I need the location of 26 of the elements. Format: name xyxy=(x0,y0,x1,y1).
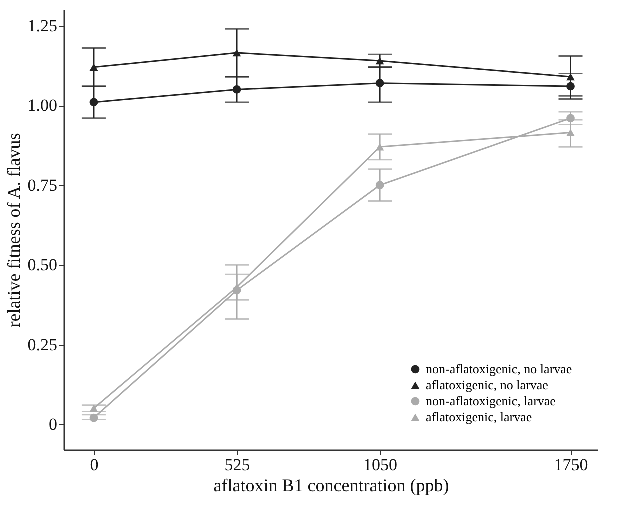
x-tick-label: 0 xyxy=(90,456,99,474)
legend-label: aflatoxigenic, larvae xyxy=(426,410,532,424)
point xyxy=(90,98,98,107)
point xyxy=(90,64,98,72)
y-tick-label: 0.50 xyxy=(28,256,58,275)
x-axis-title: aflatoxin B1 concentration (ppb) xyxy=(214,476,450,496)
legend-label: aflatoxigenic, no larvae xyxy=(426,378,549,392)
point xyxy=(90,414,98,422)
legend-label: non-aflatoxigenic, no larvae xyxy=(426,362,572,376)
y-tick-label: 0.75 xyxy=(28,176,58,195)
y-axis-title: relative fitness of A. flavus xyxy=(4,133,24,328)
x-tick-label: 1050 xyxy=(364,456,398,474)
point xyxy=(376,79,384,88)
y-tick-label: 1.25 xyxy=(28,16,58,36)
x-tick-label: 1750 xyxy=(554,456,588,474)
y-tick-label: 0 xyxy=(49,414,58,434)
point xyxy=(232,49,242,57)
point xyxy=(376,181,384,190)
point xyxy=(376,57,384,65)
point xyxy=(566,114,575,123)
point xyxy=(232,86,242,94)
point xyxy=(566,82,575,91)
x-tick-label: 525 xyxy=(224,456,250,474)
legend-label: non-aflatoxigenic, larvae xyxy=(426,394,556,408)
y-tick-label: 0.25 xyxy=(28,335,58,354)
y-tick-label: 1.00 xyxy=(28,96,58,116)
